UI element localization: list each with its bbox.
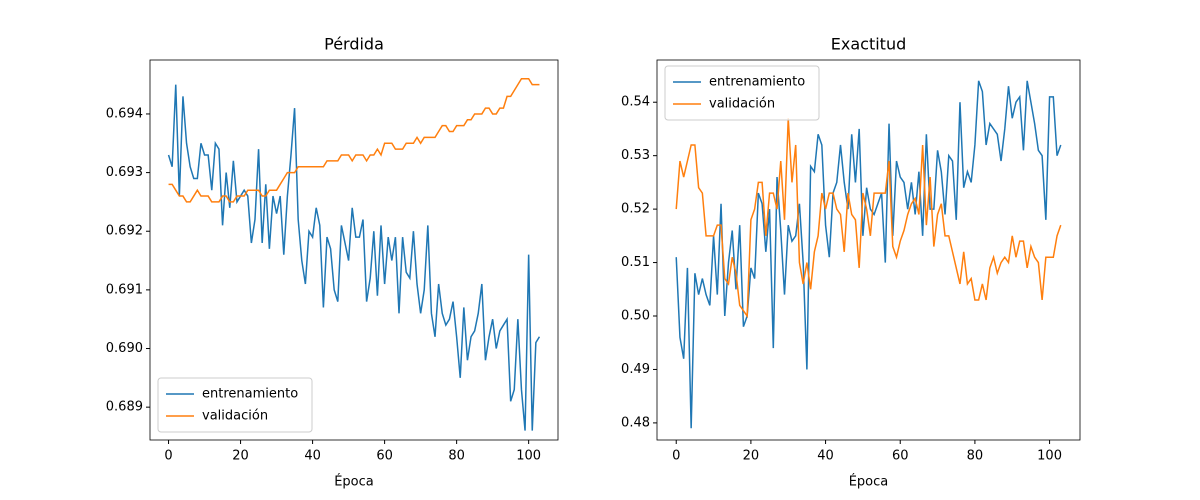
y-tick-label: 0.691 — [106, 282, 143, 297]
x-tick-label: 80 — [967, 449, 984, 464]
axes-frame — [656, 59, 1081, 441]
y-tick-label: 0.53 — [621, 148, 650, 163]
chart-title: Pérdida — [324, 35, 384, 54]
y-tick-label: 0.51 — [621, 255, 650, 270]
legend-box — [157, 377, 313, 433]
x-tick-label: 20 — [743, 449, 760, 464]
plot-area — [150, 60, 558, 440]
legend-box — [664, 65, 820, 121]
x-tick-label: 0 — [672, 449, 680, 464]
x-tick-label: 20 — [232, 449, 249, 464]
x-axis-label: Época — [849, 474, 889, 490]
y-tick-label: 0.50 — [621, 309, 650, 324]
x-tick-label: 40 — [304, 449, 321, 464]
x-tick-label: 60 — [892, 449, 909, 464]
legend-label: entrenamiento — [709, 75, 805, 90]
y-tick-label: 0.52 — [621, 202, 650, 217]
y-tick-label: 0.54 — [621, 95, 650, 110]
x-tick-label: 100 — [516, 449, 541, 464]
series-line — [167, 84, 541, 431]
chart-title: Exactitud — [831, 35, 906, 54]
y-tick-label: 0.693 — [106, 165, 143, 180]
x-tick-label: 100 — [1037, 449, 1062, 464]
series-line — [675, 118, 1062, 319]
y-tick-label: 0.48 — [621, 415, 650, 430]
x-tick-label: 60 — [376, 449, 393, 464]
axes-frame — [149, 59, 559, 441]
series-line — [168, 78, 540, 203]
x-axis-label: Época — [334, 474, 374, 490]
legend-label: entrenamiento — [202, 387, 298, 402]
x-tick-label: 40 — [817, 449, 834, 464]
y-tick-label: 0.690 — [106, 341, 143, 356]
series-line — [675, 80, 1062, 429]
x-tick-label: 80 — [448, 449, 465, 464]
plot-area — [657, 60, 1080, 440]
y-tick-label: 0.689 — [106, 400, 143, 415]
legend-label: validación — [202, 409, 268, 424]
y-tick-label: 0.694 — [106, 106, 143, 121]
legend-label: validación — [709, 97, 775, 112]
x-tick-label: 0 — [164, 449, 172, 464]
y-tick-label: 0.49 — [621, 362, 650, 377]
y-tick-label: 0.692 — [106, 224, 143, 239]
